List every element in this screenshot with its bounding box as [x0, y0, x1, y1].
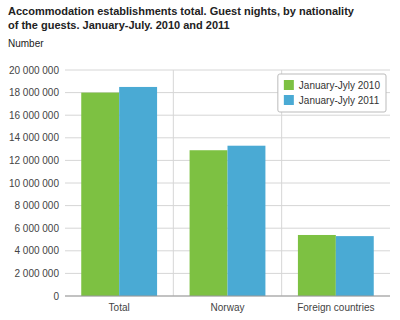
legend-box: [278, 74, 386, 112]
x-tick-label: Foreign countries: [297, 302, 374, 313]
y-tick-label: 2 000 000: [15, 268, 60, 279]
y-tick-label: 0: [53, 291, 59, 302]
legend-swatch: [284, 80, 294, 90]
title-line: Accommodation establishments total. Gues…: [8, 5, 355, 17]
bar: [336, 236, 374, 296]
title: Accommodation establishments total. Gues…: [8, 5, 355, 17]
x-tick-label: Norway: [211, 302, 245, 313]
y-tick-label: 14 000 000: [9, 132, 59, 143]
bars: [81, 87, 374, 296]
legend-label: January-Jyly 2010: [299, 80, 381, 91]
y-tick-label: 6 000 000: [15, 223, 60, 234]
x-axis-line: [65, 296, 390, 297]
legend-swatch: [284, 95, 294, 105]
y-tick-label: 12 000 000: [9, 155, 59, 166]
bar: [119, 87, 157, 296]
group-separator: [173, 70, 174, 296]
legend-label: January-Jyly 2011: [299, 95, 380, 106]
y-tick-label: 20 000 000: [9, 65, 59, 76]
bar: [190, 150, 228, 296]
bar: [298, 235, 336, 296]
grid-line: [65, 296, 390, 297]
subtitle: of the guests. January-July. 2010 and 20…: [8, 19, 230, 31]
y-tick-label: 8 000 000: [15, 200, 60, 211]
y-tick-label: 16 000 000: [9, 110, 59, 121]
chart: Accommodation establishments total. Gues…: [0, 0, 400, 320]
subtitle-line: of the guests. January-July. 2010 and 20…: [8, 19, 230, 31]
x-tick-label: Total: [109, 302, 130, 313]
y-tick-label: 4 000 000: [15, 245, 60, 256]
y-tick-label: 18 000 000: [9, 87, 59, 98]
background: [0, 0, 400, 320]
y-tick-label: 10 000 000: [9, 178, 59, 189]
bar: [81, 93, 119, 296]
legend: January-Jyly 2010 January-Jyly 2011: [278, 74, 386, 112]
grid-line: [65, 70, 390, 71]
y-axis-label: Number: [8, 38, 44, 49]
y-axis-label-line: Number: [8, 38, 44, 49]
bar: [228, 146, 266, 296]
